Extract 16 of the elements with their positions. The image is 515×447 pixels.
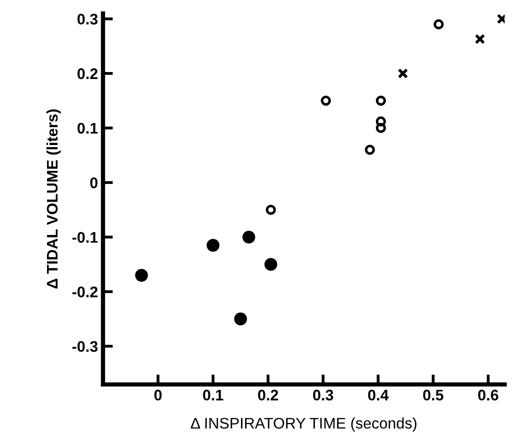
x-tick-label: 0 — [154, 390, 162, 401]
y-tick-label: 0.2 — [78, 68, 98, 80]
y-tick-label: 0.1 — [78, 122, 98, 134]
x-tick-label: 0.3 — [313, 390, 334, 401]
x-tick-label: 0.2 — [258, 390, 278, 401]
y-tick-label: -0.3 — [72, 341, 98, 352]
x-tick-label: 0.5 — [423, 390, 444, 401]
y-tick-label: 0.3 — [78, 14, 98, 25]
y-tick-label: 0 — [90, 177, 98, 188]
y-axis-title: Δ TIDAL VOLUME (liters) — [46, 109, 61, 289]
x-tick-label: 0.1 — [203, 390, 224, 401]
y-tick-label: -0.2 — [72, 286, 98, 298]
x-tick-label: 0.4 — [368, 390, 389, 401]
y-tick-label: -0.1 — [72, 232, 98, 243]
x-tick-label: 0.6 — [478, 390, 498, 401]
x-axis-title: Δ INSPIRATORY TIME (seconds) — [190, 417, 416, 432]
